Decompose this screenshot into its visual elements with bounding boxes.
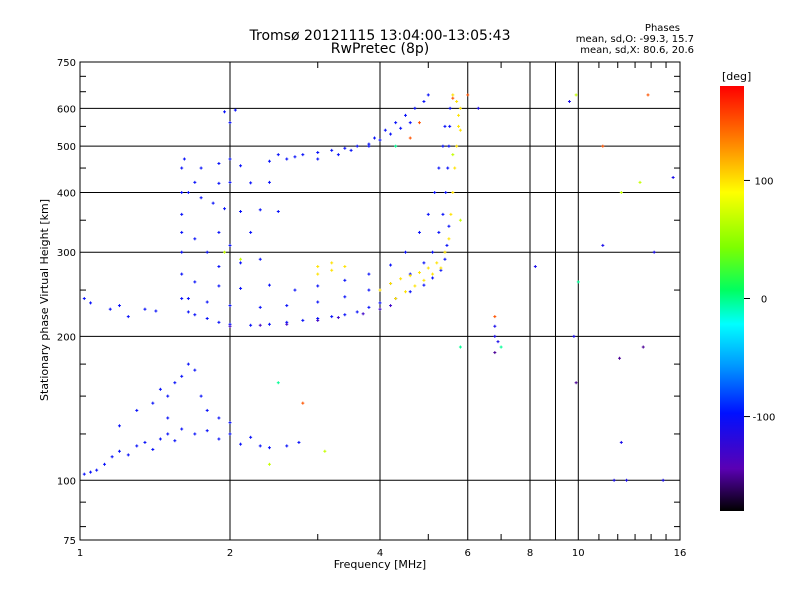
colorbar — [720, 86, 744, 511]
colorbar-tick-label: 100 — [754, 176, 773, 187]
plot-frame — [79, 61, 681, 541]
y-axis-label: Stationary phase Virtual Height [km] — [38, 199, 51, 401]
phase-stats-x: mean, sd,X: 80.6, 20.6 — [580, 45, 694, 56]
y-tick-label: 75 — [63, 536, 76, 547]
colorbar-tick-label: -100 — [753, 413, 776, 424]
colorbar-ticks: 100 0 -100 — [744, 176, 776, 424]
chart-subtitle: RwPretec (8p) — [331, 41, 429, 57]
colorbar-tick-label: 0 — [761, 295, 767, 306]
x-tick-label: 10 — [572, 548, 585, 559]
y-tick-label: 300 — [57, 248, 76, 259]
y-tick-label: 100 — [57, 476, 76, 487]
y-tick-label: 400 — [57, 188, 76, 199]
x-tick-label: 16 — [674, 548, 687, 559]
y-tick-label: 500 — [57, 142, 76, 153]
y-tick-label: 750 — [57, 58, 76, 69]
x-tick-label: 1 — [77, 548, 83, 559]
phase-stats-o: mean, sd,O: -99.3, 15.7 — [576, 34, 694, 45]
y-tick-label: 200 — [57, 332, 76, 343]
colorbar-label: [deg] — [722, 70, 751, 83]
axis-ticks: 1 2 4 6 8 10 16 75 100 200 300 400 500 600 750 — [57, 58, 686, 559]
x-tick-label: 2 — [227, 548, 233, 559]
x-axis-label: Frequency [MHz] — [334, 558, 426, 571]
y-tick-label: 600 — [57, 104, 76, 115]
chart-title: Tromsø 20121115 13:04:00-13:05:43 — [249, 28, 511, 44]
data-points — [82, 93, 675, 482]
phase-stats-heading: Phases — [645, 23, 680, 34]
x-tick-label: 8 — [527, 548, 533, 559]
grid-lines — [80, 62, 680, 540]
x-tick-label: 6 — [465, 548, 471, 559]
x-tick-label: 4 — [377, 548, 383, 559]
